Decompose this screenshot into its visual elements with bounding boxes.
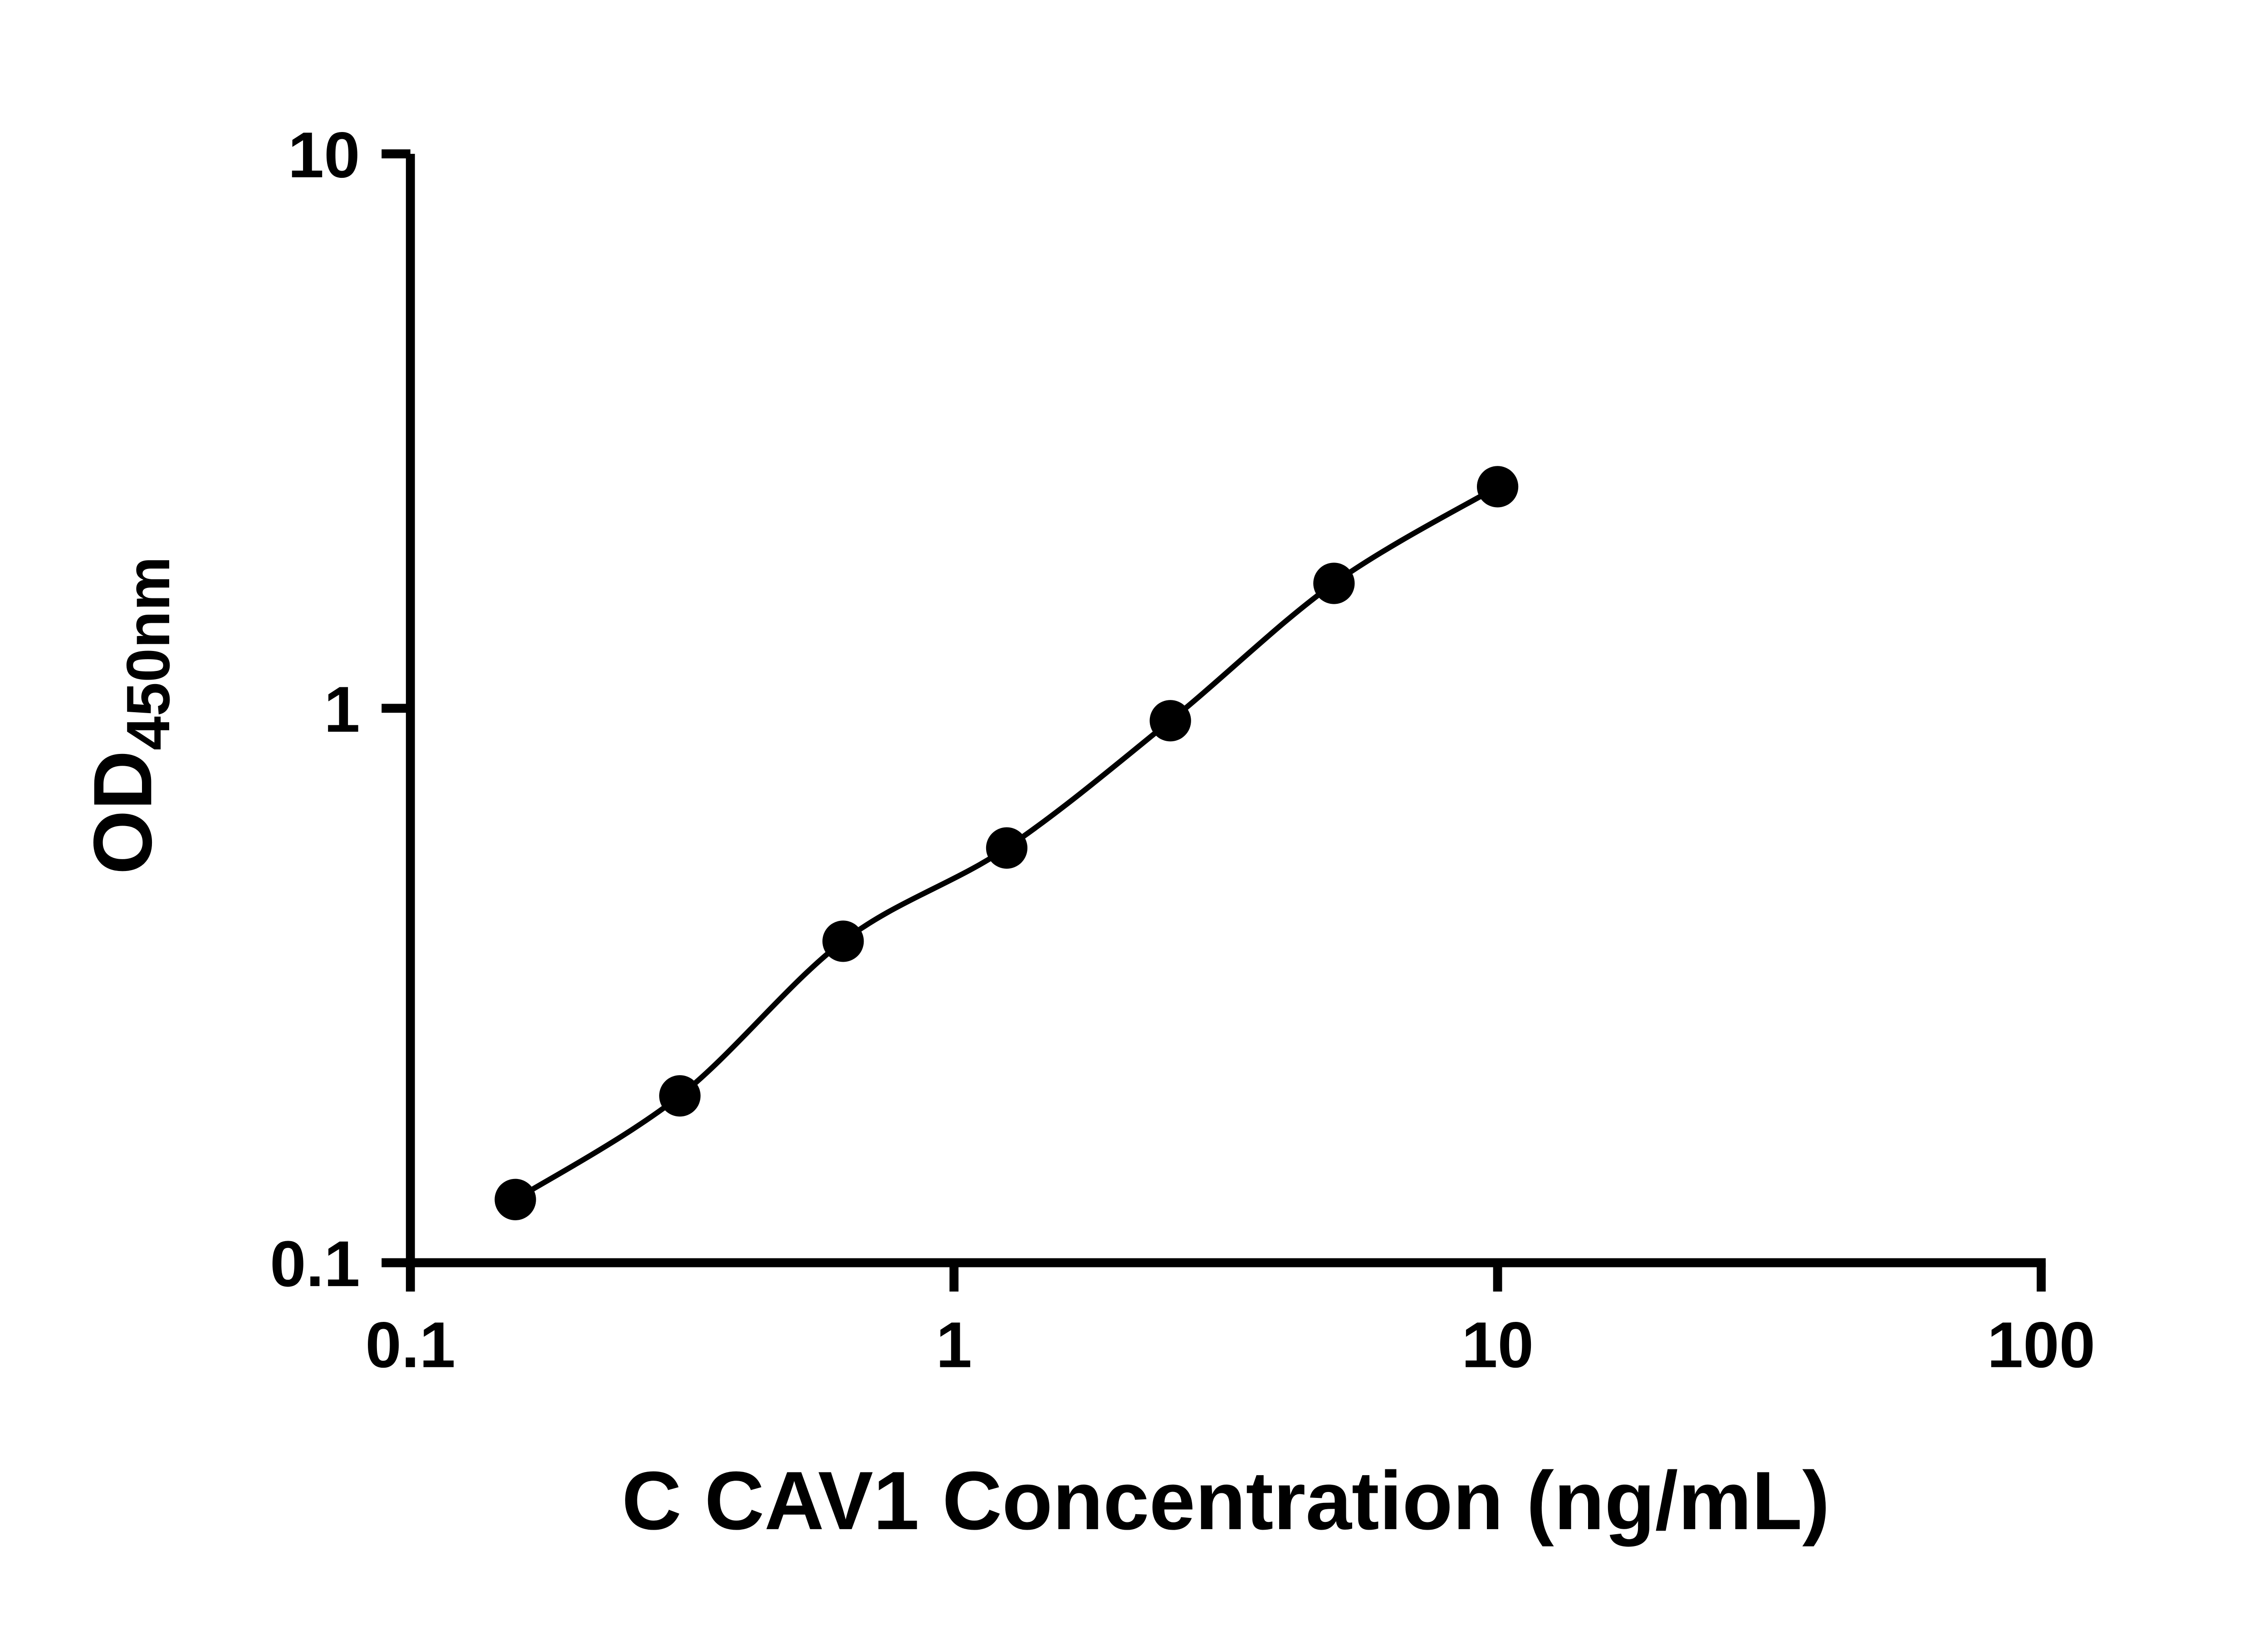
x-tick-label: 10 — [1461, 1309, 1534, 1381]
data-point — [1313, 563, 1355, 604]
data-point — [822, 920, 864, 962]
y-tick-label: 1 — [324, 674, 360, 746]
y-tick-label: 0.1 — [270, 1228, 360, 1300]
y-axis-title-subscript: 450nm — [114, 557, 182, 750]
data-point — [1476, 466, 1519, 508]
x-tick-label: 100 — [1987, 1309, 2095, 1381]
data-point — [986, 827, 1028, 869]
data-point — [494, 1179, 536, 1220]
data-point — [1149, 700, 1191, 742]
x-axis-title: C CAV1 Concentration (ng/mL) — [622, 1454, 1830, 1547]
x-axis-ticks: 0.1 1 10 100 — [365, 1262, 2095, 1381]
x-tick-label: 1 — [936, 1309, 972, 1381]
data-point — [659, 1075, 701, 1117]
axes — [406, 154, 2046, 1267]
y-axis-ticks: 0.1 1 10 — [270, 119, 411, 1300]
y-axis-title: OD450nm — [76, 557, 182, 875]
y-tick-label: 10 — [288, 119, 360, 191]
x-tick-label: 0.1 — [365, 1309, 455, 1381]
data-points — [494, 466, 1519, 1220]
y-axis-title-main: OD — [76, 750, 169, 875]
